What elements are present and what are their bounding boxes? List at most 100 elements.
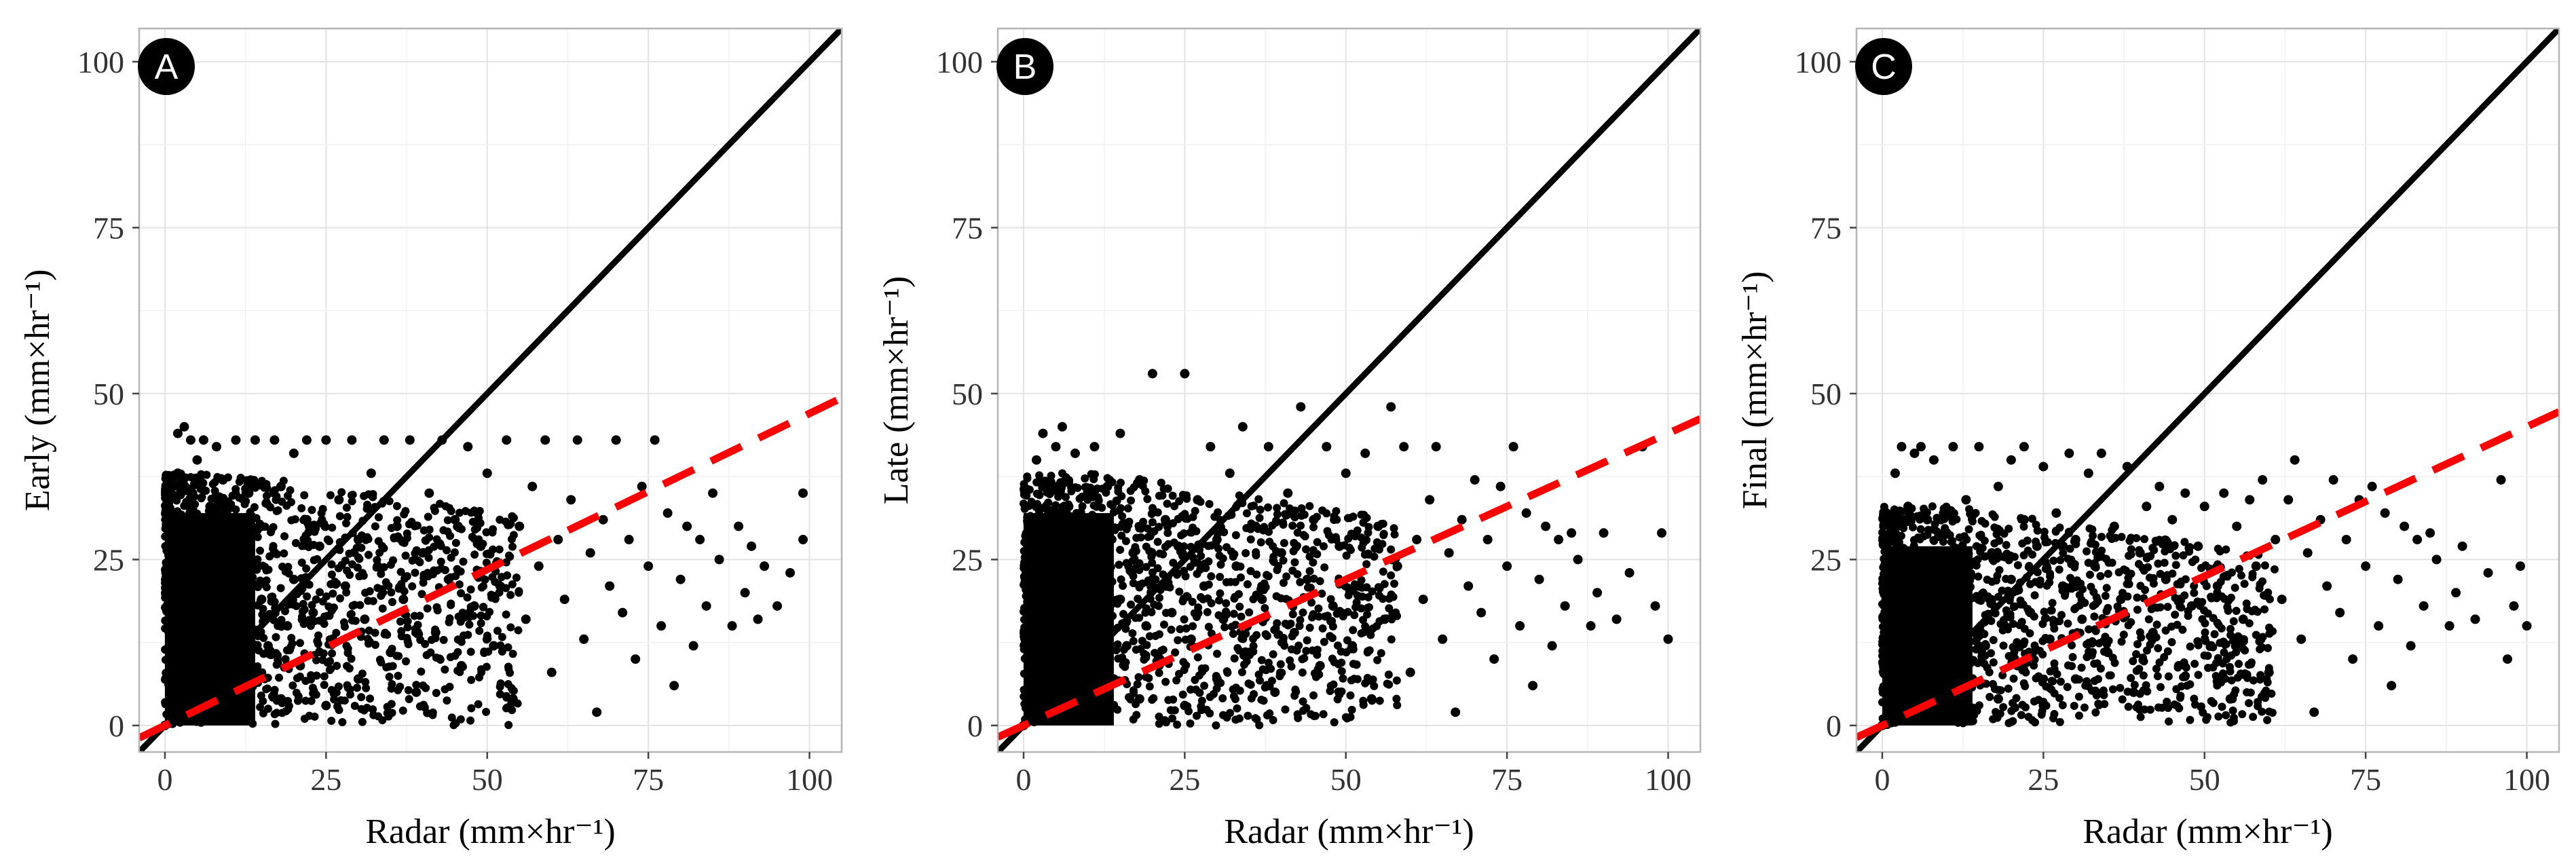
scatter-point [1941,694,1952,704]
scatter-point [1342,551,1351,560]
scatter-point [450,514,460,525]
scatter-point [1135,524,1144,533]
scatter-point [394,584,403,593]
scatter-point [507,535,516,544]
scatter-point [1237,421,1248,432]
scatter-point [695,535,705,545]
scatter-point [356,601,365,609]
scatter-point [1154,601,1163,610]
scatter-point [1560,601,1570,611]
scatter-point [2202,715,2211,724]
scatter-point [2070,560,2079,569]
scatter-point [1995,536,2004,545]
scatter-point [1384,671,1393,679]
scatter-point [1541,521,1551,531]
scatter-point [1192,613,1201,622]
scatter-point [1075,494,1084,503]
scatter-point [267,692,276,701]
scatter-point [250,435,260,445]
scatter-point [2085,524,2094,533]
scatter-point [1399,442,1409,452]
scatter-point [324,537,333,546]
scatter-point [1231,593,1239,601]
scatter-point [2255,637,2264,646]
scatter-point [237,561,247,571]
scatter-point [2110,658,2119,667]
scatter-point [373,561,383,571]
scatter-point [1260,523,1269,531]
scatter-point [1122,519,1131,527]
scatter-point [1365,646,1374,655]
scatter-point [1169,695,1178,704]
scatter-point [1134,694,1144,704]
scatter-point [1295,622,1304,631]
scatter-point [1989,658,1998,667]
scatter-point [398,595,409,605]
scatter-point [166,621,176,631]
scatter-point [327,685,336,694]
scatter-point [424,553,433,562]
scatter-point [1358,543,1366,552]
scatter-point [2260,591,2269,600]
scatter-point [231,614,241,624]
scatter-point [1231,683,1240,692]
scatter-point [1134,475,1144,485]
scatter-point [1359,616,1368,624]
scatter-point [2097,688,2106,697]
scatter-point [1146,532,1155,541]
scatter-point [436,557,445,566]
scatter-point [1180,369,1190,379]
scatter-point [1353,675,1362,683]
scatter-point [508,580,517,588]
y-tick-label: 0 [109,709,124,743]
scatter-point [1186,634,1196,644]
scatter-point [1231,578,1239,586]
scatter-point [2451,588,2461,598]
scatter-point [1216,560,1225,569]
scatter-point [1360,550,1369,559]
scatter-point [484,647,493,656]
scatter-point [2145,574,2154,582]
scatter-point [1347,705,1356,714]
scatter-point [1296,578,1305,586]
scatter-point [466,647,475,656]
scatter-point [1657,528,1667,538]
scatter-point [1364,528,1373,537]
scatter-point [1368,587,1377,596]
scatter-point [1282,511,1290,520]
scatter-point [1020,504,1029,513]
scatter-point [2023,536,2032,545]
scatter-point [1229,692,1238,700]
scatter-point [2186,715,2195,724]
scatter-point [2136,713,2145,721]
scatter-point [2028,716,2037,725]
scatter-point [291,539,300,548]
scatter-point [1145,682,1154,691]
scatter-point [253,561,262,569]
scatter-point [496,690,504,698]
scatter-point [1366,694,1377,704]
scatter-point [1379,567,1387,576]
scatter-point [1928,502,1937,511]
scatter-point [2152,664,2161,673]
scatter-point [2089,531,2097,540]
scatter-point [474,535,483,544]
scatter-point [2200,606,2209,615]
scatter-point [343,649,352,658]
scatter-point [1218,694,1227,702]
scatter-point [2176,692,2185,700]
scatter-point [343,512,352,521]
scatter-point [210,487,219,495]
scatter-point [2270,565,2279,574]
scatter-point [1405,667,1415,677]
scatter-point [327,560,336,569]
scatter-point [1038,541,1048,551]
scatter-point [1193,653,1202,662]
scatter-point [1207,572,1216,581]
scatter-point [307,696,316,705]
scatter-point [2125,580,2133,588]
scatter-point [2161,574,2171,584]
scatter-point [1169,559,1178,567]
scatter-point [288,681,297,690]
scatter-point [335,512,344,521]
